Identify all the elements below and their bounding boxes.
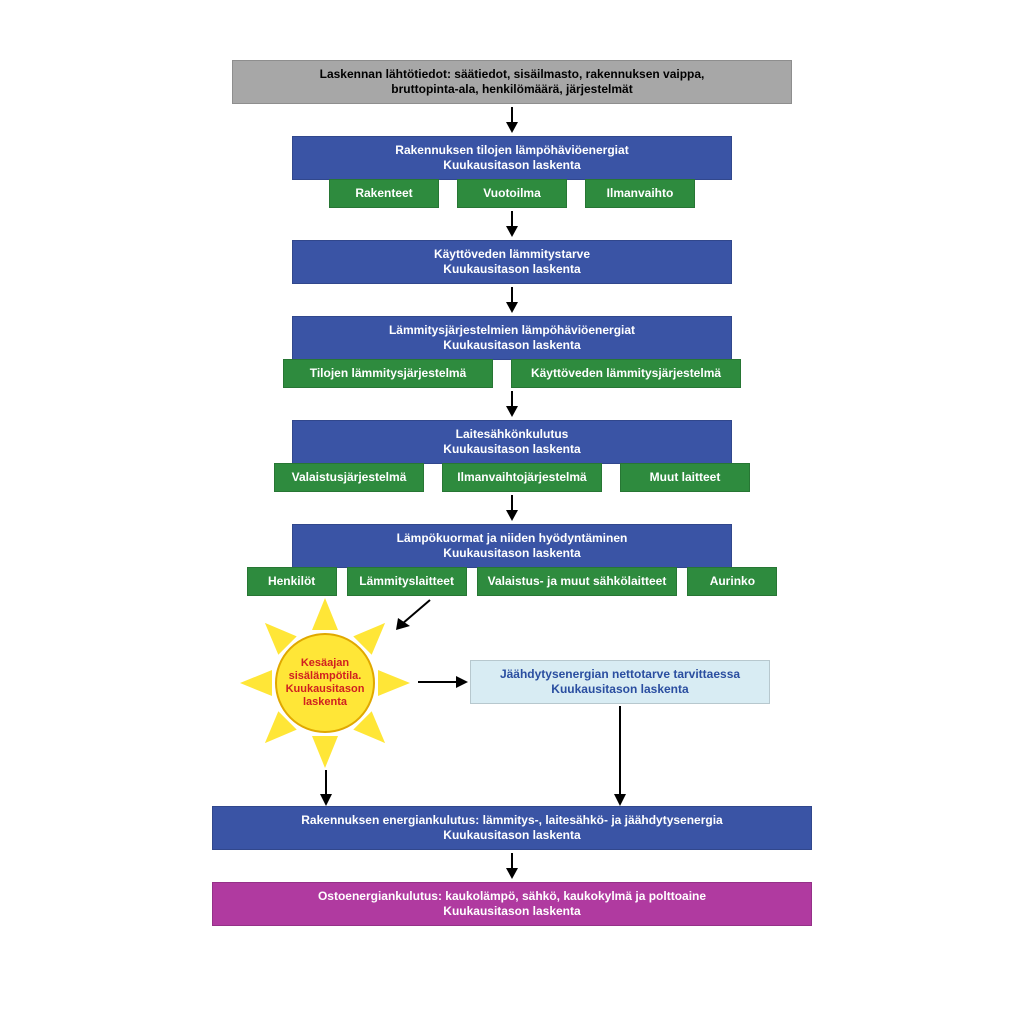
arrow-right-icon: [418, 672, 468, 692]
stage6-line2: Kuukausitason laskenta: [443, 828, 580, 842]
stage7-line2: Kuukausitason laskenta: [443, 904, 580, 918]
stage5-subs: Henkilöt Lämmityslaitteet Valaistus- ja …: [150, 567, 874, 596]
sun-line1: Kesäajan: [301, 657, 349, 669]
stage3-subs: Tilojen lämmitysjärjestelmä Käyttöveden …: [150, 359, 874, 388]
stage1-sub-rakenteet: Rakenteet: [329, 179, 439, 208]
stage4: Laitesähkönkulutus Kuukausitason laskent…: [150, 420, 874, 492]
stage4-sub-muut: Muut laitteet: [620, 463, 750, 492]
cooling-box: Jäähdytysenergian nettotarve tarvittaess…: [470, 660, 770, 704]
sun-line2: sisälämpötila.: [289, 670, 362, 682]
stage5-sub-henkilot: Henkilöt: [247, 567, 337, 596]
stage1-title: Rakennuksen tilojen lämpöhäviöenergiat K…: [292, 136, 732, 180]
stage7-line1: Ostoenergiankulutus: kaukolämpö, sähkö, …: [318, 889, 706, 903]
arrow-down-icon: [610, 706, 630, 806]
stage4-line2: Kuukausitason laskenta: [443, 442, 580, 456]
stage6-line1: Rakennuksen energiankulutus: lämmitys-, …: [301, 813, 722, 827]
stage2-line2: Kuukausitason laskenta: [443, 262, 580, 276]
cooling-line1: Jäähdytysenergian nettotarve tarvittaess…: [500, 667, 740, 681]
sun-line3: Kuukausitason: [286, 683, 365, 695]
arrow-down-icon: [150, 107, 874, 133]
arrow-down-icon: [150, 495, 874, 521]
stage5-title: Lämpökuormat ja niiden hyödyntäminen Kuu…: [292, 524, 732, 568]
stage5-line2: Kuukausitason laskenta: [443, 546, 580, 560]
stage3-sub-tilojen: Tilojen lämmitysjärjestelmä: [283, 359, 493, 388]
stage4-subs: Valaistusjärjestelmä Ilmanvaihtojärjeste…: [150, 463, 874, 492]
arrow-down-icon: [150, 853, 874, 879]
stage4-sub-ilmanvaihto: Ilmanvaihtojärjestelmä: [442, 463, 602, 492]
stage1-subs: Rakenteet Vuotoilma Ilmanvaihto: [150, 179, 874, 208]
stage2-title: Käyttöveden lämmitystarve Kuukausitason …: [292, 240, 732, 284]
arrow-down-icon: [150, 391, 874, 417]
stage3-line2: Kuukausitason laskenta: [443, 338, 580, 352]
stage6-title: Rakennuksen energiankulutus: lämmitys-, …: [212, 806, 812, 850]
stage3-line1: Lämmitysjärjestelmien lämpöhäviöenergiat: [389, 323, 635, 337]
arrow-down-icon: [150, 287, 874, 313]
stage4-title: Laitesähkönkulutus Kuukausitason laskent…: [292, 420, 732, 464]
stage4-line1: Laitesähkönkulutus: [456, 427, 569, 441]
header-line1: Laskennan lähtötiedot: säätiedot, sisäil…: [320, 67, 705, 81]
sun-icon: Kesäajan sisälämpötila. Kuukausitason la…: [240, 598, 410, 768]
stage1-line1: Rakennuksen tilojen lämpöhäviöenergiat: [395, 143, 628, 157]
stage5-sub-lammitys: Lämmityslaitteet: [347, 567, 467, 596]
energy-flowchart: Laskennan lähtötiedot: säätiedot, sisäil…: [150, 60, 874, 926]
stage3: Lämmitysjärjestelmien lämpöhäviöenergiat…: [150, 316, 874, 388]
stage4-sub-valaistus: Valaistusjärjestelmä: [274, 463, 424, 492]
arrow-down-icon: [150, 211, 874, 237]
header-box: Laskennan lähtötiedot: säätiedot, sisäil…: [232, 60, 792, 104]
stage1-sub-ilmanvaihto: Ilmanvaihto: [585, 179, 695, 208]
stage1: Rakennuksen tilojen lämpöhäviöenergiat K…: [150, 136, 874, 208]
stage7-title: Ostoenergiankulutus: kaukolämpö, sähkö, …: [212, 882, 812, 926]
stage2-line1: Käyttöveden lämmitystarve: [434, 247, 590, 261]
stage1-sub-vuotoilma: Vuotoilma: [457, 179, 567, 208]
stage5-sub-valaistus: Valaistus- ja muut sähkölaitteet: [477, 567, 678, 596]
stage5-line1: Lämpökuormat ja niiden hyödyntäminen: [397, 531, 628, 545]
cooling-line2: Kuukausitason laskenta: [551, 682, 688, 696]
stage3-sub-kayttoveden: Käyttöveden lämmitysjärjestelmä: [511, 359, 741, 388]
stage5: Lämpökuormat ja niiden hyödyntäminen Kuu…: [150, 524, 874, 596]
stage3-title: Lämmitysjärjestelmien lämpöhäviöenergiat…: [292, 316, 732, 360]
stage5-sub-aurinko: Aurinko: [687, 567, 777, 596]
sun-label: Kesäajan sisälämpötila. Kuukausitason la…: [275, 633, 375, 733]
sun-section: Kesäajan sisälämpötila. Kuukausitason la…: [150, 598, 874, 788]
stage1-line2: Kuukausitason laskenta: [443, 158, 580, 172]
header-line2: bruttopinta-ala, henkilömäärä, järjestel…: [391, 82, 632, 96]
arrow-down-icon: [316, 770, 336, 806]
sun-line4: laskenta: [303, 696, 347, 708]
